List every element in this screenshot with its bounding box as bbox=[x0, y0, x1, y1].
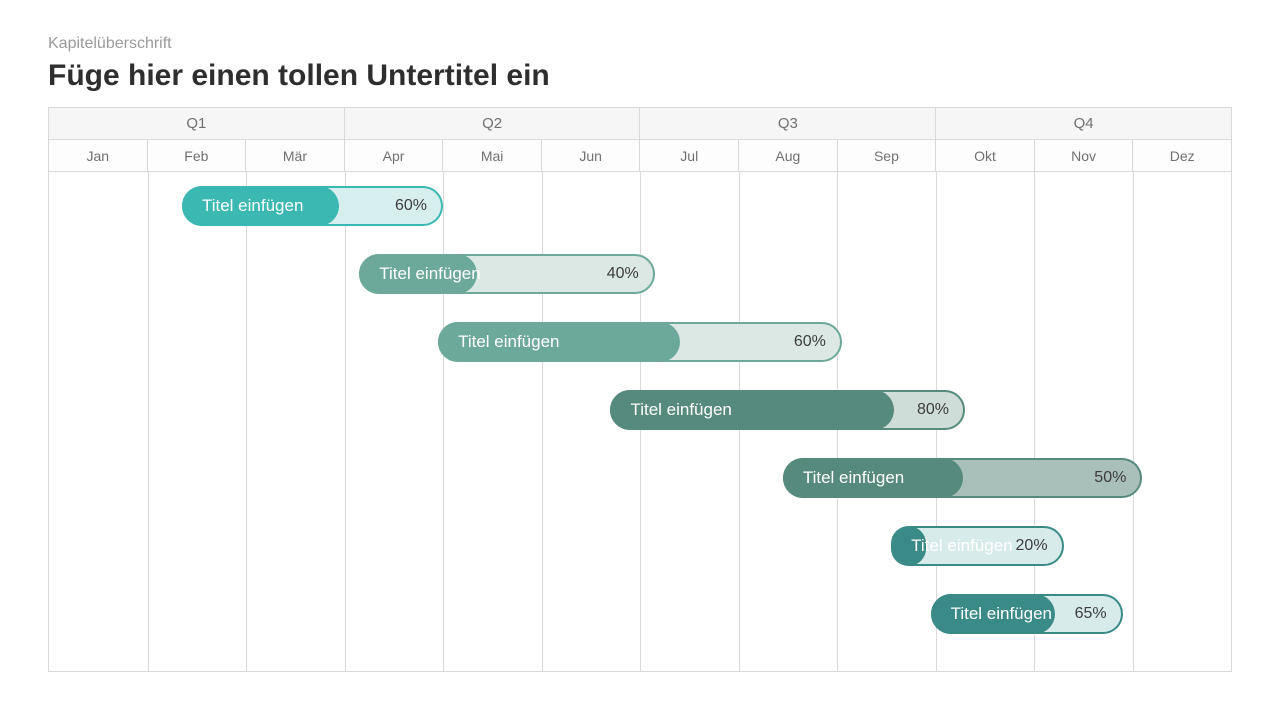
quarter-cell: Q4 bbox=[936, 108, 1232, 140]
month-cell: Mai bbox=[443, 140, 542, 172]
gantt-bar: Titel einfügen20% bbox=[891, 526, 1063, 566]
gantt-bar: Titel einfügen 65% bbox=[931, 594, 1123, 634]
gantt-body: Titel einfügen60%Titel einfügen40%Titel … bbox=[48, 172, 1232, 672]
grid-line bbox=[542, 172, 543, 671]
gantt-bar-percent: 20% bbox=[1016, 537, 1048, 555]
grid-line bbox=[345, 172, 346, 671]
gantt-bar-percent: 80% bbox=[917, 401, 949, 419]
quarter-row: Q1 Q2 Q3 Q4 bbox=[49, 108, 1232, 140]
month-cell: Okt bbox=[936, 140, 1035, 172]
grid-line bbox=[148, 172, 149, 671]
month-cell: Apr bbox=[344, 140, 443, 172]
gantt-bar: Titel einfügen 60% bbox=[182, 186, 443, 226]
grid-line bbox=[246, 172, 247, 671]
gantt-bar-percent: 65% bbox=[1075, 605, 1107, 623]
quarter-cell: Q2 bbox=[344, 108, 640, 140]
month-row: Jan Feb Mär Apr Mai Jun Jul Aug Sep Okt … bbox=[49, 140, 1232, 172]
month-cell: Jan bbox=[49, 140, 148, 172]
gantt-bar: Titel einfügen 40% bbox=[359, 254, 655, 294]
month-cell: Mär bbox=[246, 140, 345, 172]
month-cell: Sep bbox=[837, 140, 936, 172]
gantt-bar-label: Titel einfügen bbox=[359, 264, 480, 284]
chapter-heading: Kapitelüberschrift bbox=[48, 35, 1232, 53]
gantt-bar-percent: 60% bbox=[395, 197, 427, 215]
gantt-bar: Titel einfügen 60% bbox=[438, 322, 842, 362]
quarter-cell: Q3 bbox=[640, 108, 936, 140]
gantt-header: Q1 Q2 Q3 Q4 Jan Feb Mär Apr Mai Jun Jul … bbox=[48, 107, 1232, 172]
gantt-bar-label: Titel einfügen bbox=[610, 400, 731, 420]
gantt-bar: Titel einfügen 50% bbox=[783, 458, 1143, 498]
month-cell: Feb bbox=[147, 140, 246, 172]
gantt-bar: Titel einfügen 80% bbox=[610, 390, 965, 430]
gantt-bar-label: Titel einfügen bbox=[891, 536, 1012, 556]
month-cell: Jun bbox=[541, 140, 640, 172]
gantt-bar-label: Titel einfügen bbox=[438, 332, 559, 352]
slide: Kapitelüberschrift Füge hier einen tolle… bbox=[48, 35, 1232, 672]
grid-line bbox=[443, 172, 444, 671]
gantt-chart: Q1 Q2 Q3 Q4 Jan Feb Mär Apr Mai Jun Jul … bbox=[48, 107, 1232, 672]
gantt-bar-percent: 50% bbox=[1094, 469, 1126, 487]
quarter-cell: Q1 bbox=[49, 108, 345, 140]
grid-line bbox=[1133, 172, 1134, 671]
month-cell: Jul bbox=[640, 140, 739, 172]
month-cell: Nov bbox=[1034, 140, 1133, 172]
month-cell: Aug bbox=[739, 140, 838, 172]
gantt-bar-percent: 40% bbox=[607, 265, 639, 283]
month-cell: Dez bbox=[1133, 140, 1232, 172]
gantt-bar-percent: 60% bbox=[794, 333, 826, 351]
gantt-bar-label: Titel einfügen bbox=[783, 468, 904, 488]
gantt-bar-label: Titel einfügen bbox=[931, 604, 1052, 624]
gantt-bar-label: Titel einfügen bbox=[182, 196, 303, 216]
page-title: Füge hier einen tollen Untertitel ein bbox=[48, 59, 1232, 93]
